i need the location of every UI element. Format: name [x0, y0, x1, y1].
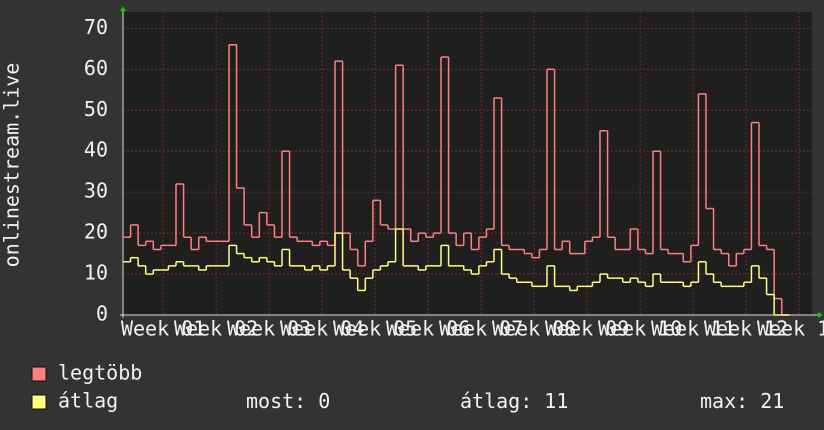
y-tick-label: 60: [84, 56, 108, 80]
legend-stat: max: 21: [700, 389, 784, 413]
legend-stat-label: max:: [700, 389, 748, 413]
x-tick-label: Week 08: [492, 317, 576, 341]
y-axis-label: onlinestream.live: [0, 63, 24, 268]
x-tick-label: Week 09: [545, 317, 629, 341]
legend-swatch: [31, 366, 47, 382]
legend-label: átlag: [58, 389, 118, 413]
x-tick-label: Week 07: [439, 317, 523, 341]
legend-stat-value: 0: [318, 389, 330, 413]
axis-arrow: [818, 312, 823, 318]
x-tick-label: Week 03: [227, 317, 311, 341]
y-tick-label: 30: [84, 179, 108, 203]
legend-stat-value: 21: [760, 389, 784, 413]
x-tick-label: Week 12: [704, 317, 788, 341]
y-tick-label: 40: [84, 138, 108, 162]
x-tick-label: Week 02: [174, 317, 258, 341]
x-tick-label: Week 05: [333, 317, 417, 341]
series: [123, 228, 790, 316]
x-tick-label: Week 10: [598, 317, 682, 341]
legend-label: legtöbb: [58, 361, 142, 385]
x-tick-label: Week 01: [121, 317, 205, 341]
y-tick-label: 50: [84, 97, 108, 121]
y-tick-label: 0: [96, 302, 108, 326]
legend-stat: átlag: 11: [460, 389, 568, 413]
x-tick-label: Week 04: [280, 317, 364, 341]
x-tick-label: Week 06: [386, 317, 470, 341]
legend-swatch: [31, 394, 47, 410]
legend-stat-label: átlag:: [460, 389, 532, 413]
series: [123, 44, 790, 316]
legend-stat-label: most:: [246, 389, 306, 413]
y-tick-label: 20: [84, 220, 108, 244]
x-tick-label: Week 11: [651, 317, 735, 341]
axis-arrow: [120, 6, 126, 11]
legend-stat-value: 11: [544, 389, 568, 413]
x-tick-label: Week 13: [757, 317, 824, 341]
plot-area: [123, 12, 812, 315]
y-tick-label: 10: [84, 261, 108, 285]
y-tick-label: 70: [84, 15, 108, 39]
legend-stat: most: 0: [246, 389, 330, 413]
